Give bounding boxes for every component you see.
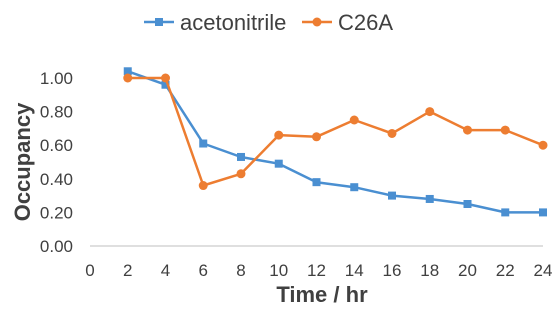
x-tick-label: 12 xyxy=(307,261,326,280)
data-point-acetonitrile xyxy=(274,159,283,168)
data-point-acetonitrile xyxy=(501,208,510,217)
legend-label: C26A xyxy=(338,10,393,35)
x-tick-label: 14 xyxy=(345,261,364,280)
data-point-acetonitrile xyxy=(350,183,359,192)
data-point-c26a xyxy=(274,130,284,140)
x-axis-title: Time / hr xyxy=(276,282,368,307)
data-point-acetonitrile xyxy=(312,178,321,187)
data-point-c26a xyxy=(161,73,170,83)
x-axis: 0 2 4 6 8 10 12 14 16 18 20 22 24 xyxy=(85,245,553,280)
legend: acetonitrile C26A xyxy=(144,10,393,35)
y-tick-label: 0.60 xyxy=(40,136,73,155)
data-point-acetonitrile xyxy=(539,208,547,217)
y-tick-label: 1.00 xyxy=(40,69,73,88)
data-point-acetonitrile xyxy=(123,67,132,76)
data-point-c26a xyxy=(538,140,548,150)
x-tick-label: 4 xyxy=(161,261,170,280)
legend-marker xyxy=(155,18,163,26)
x-tick-label: 16 xyxy=(383,261,402,280)
data-point-acetonitrile xyxy=(425,194,434,203)
y-axis-title: Occupancy xyxy=(10,102,35,221)
y-tick-label: 0.20 xyxy=(40,203,73,222)
data-point-c26a xyxy=(123,73,133,83)
x-tick-label: 22 xyxy=(496,261,515,280)
legend-item-c26a: C26A xyxy=(302,10,393,35)
x-tick-label: 18 xyxy=(420,261,439,280)
y-tick-label: 0.00 xyxy=(40,237,73,256)
series-line-c26a xyxy=(127,76,544,187)
data-point-acetonitrile xyxy=(463,200,472,208)
data-point-c26a xyxy=(236,169,246,179)
data-point-c26a xyxy=(312,132,321,142)
data-point-acetonitrile xyxy=(388,191,396,200)
y-tick-label: 0.80 xyxy=(40,103,73,122)
data-point-acetonitrile xyxy=(199,139,208,148)
y-tick-label: 0.40 xyxy=(40,170,73,189)
series-layer xyxy=(123,67,548,217)
data-point-c26a xyxy=(463,125,472,135)
data-point-c26a xyxy=(500,125,510,135)
data-point-c26a xyxy=(198,181,208,191)
legend-label: acetonitrile xyxy=(180,10,286,35)
x-tick-label: 24 xyxy=(534,261,553,280)
x-tick-label: 20 xyxy=(458,261,477,280)
data-point-c26a xyxy=(425,107,435,117)
legend-marker xyxy=(312,17,322,27)
data-point-c26a xyxy=(349,115,359,125)
data-point-acetonitrile xyxy=(161,80,170,89)
data-point-c26a xyxy=(387,128,397,138)
y-axis: 0.00 0.20 0.40 0.60 0.80 1.00 xyxy=(40,69,73,256)
x-tick-label: 2 xyxy=(123,261,132,280)
x-tick-label: 6 xyxy=(199,261,208,280)
x-tick-label: 10 xyxy=(269,261,288,280)
legend-item-acetonitrile: acetonitrile xyxy=(144,10,286,35)
data-point-acetonitrile xyxy=(237,152,245,161)
x-tick-label: 8 xyxy=(236,261,245,280)
series-line-acetonitrile xyxy=(127,70,543,214)
x-tick-label: 0 xyxy=(85,261,94,280)
